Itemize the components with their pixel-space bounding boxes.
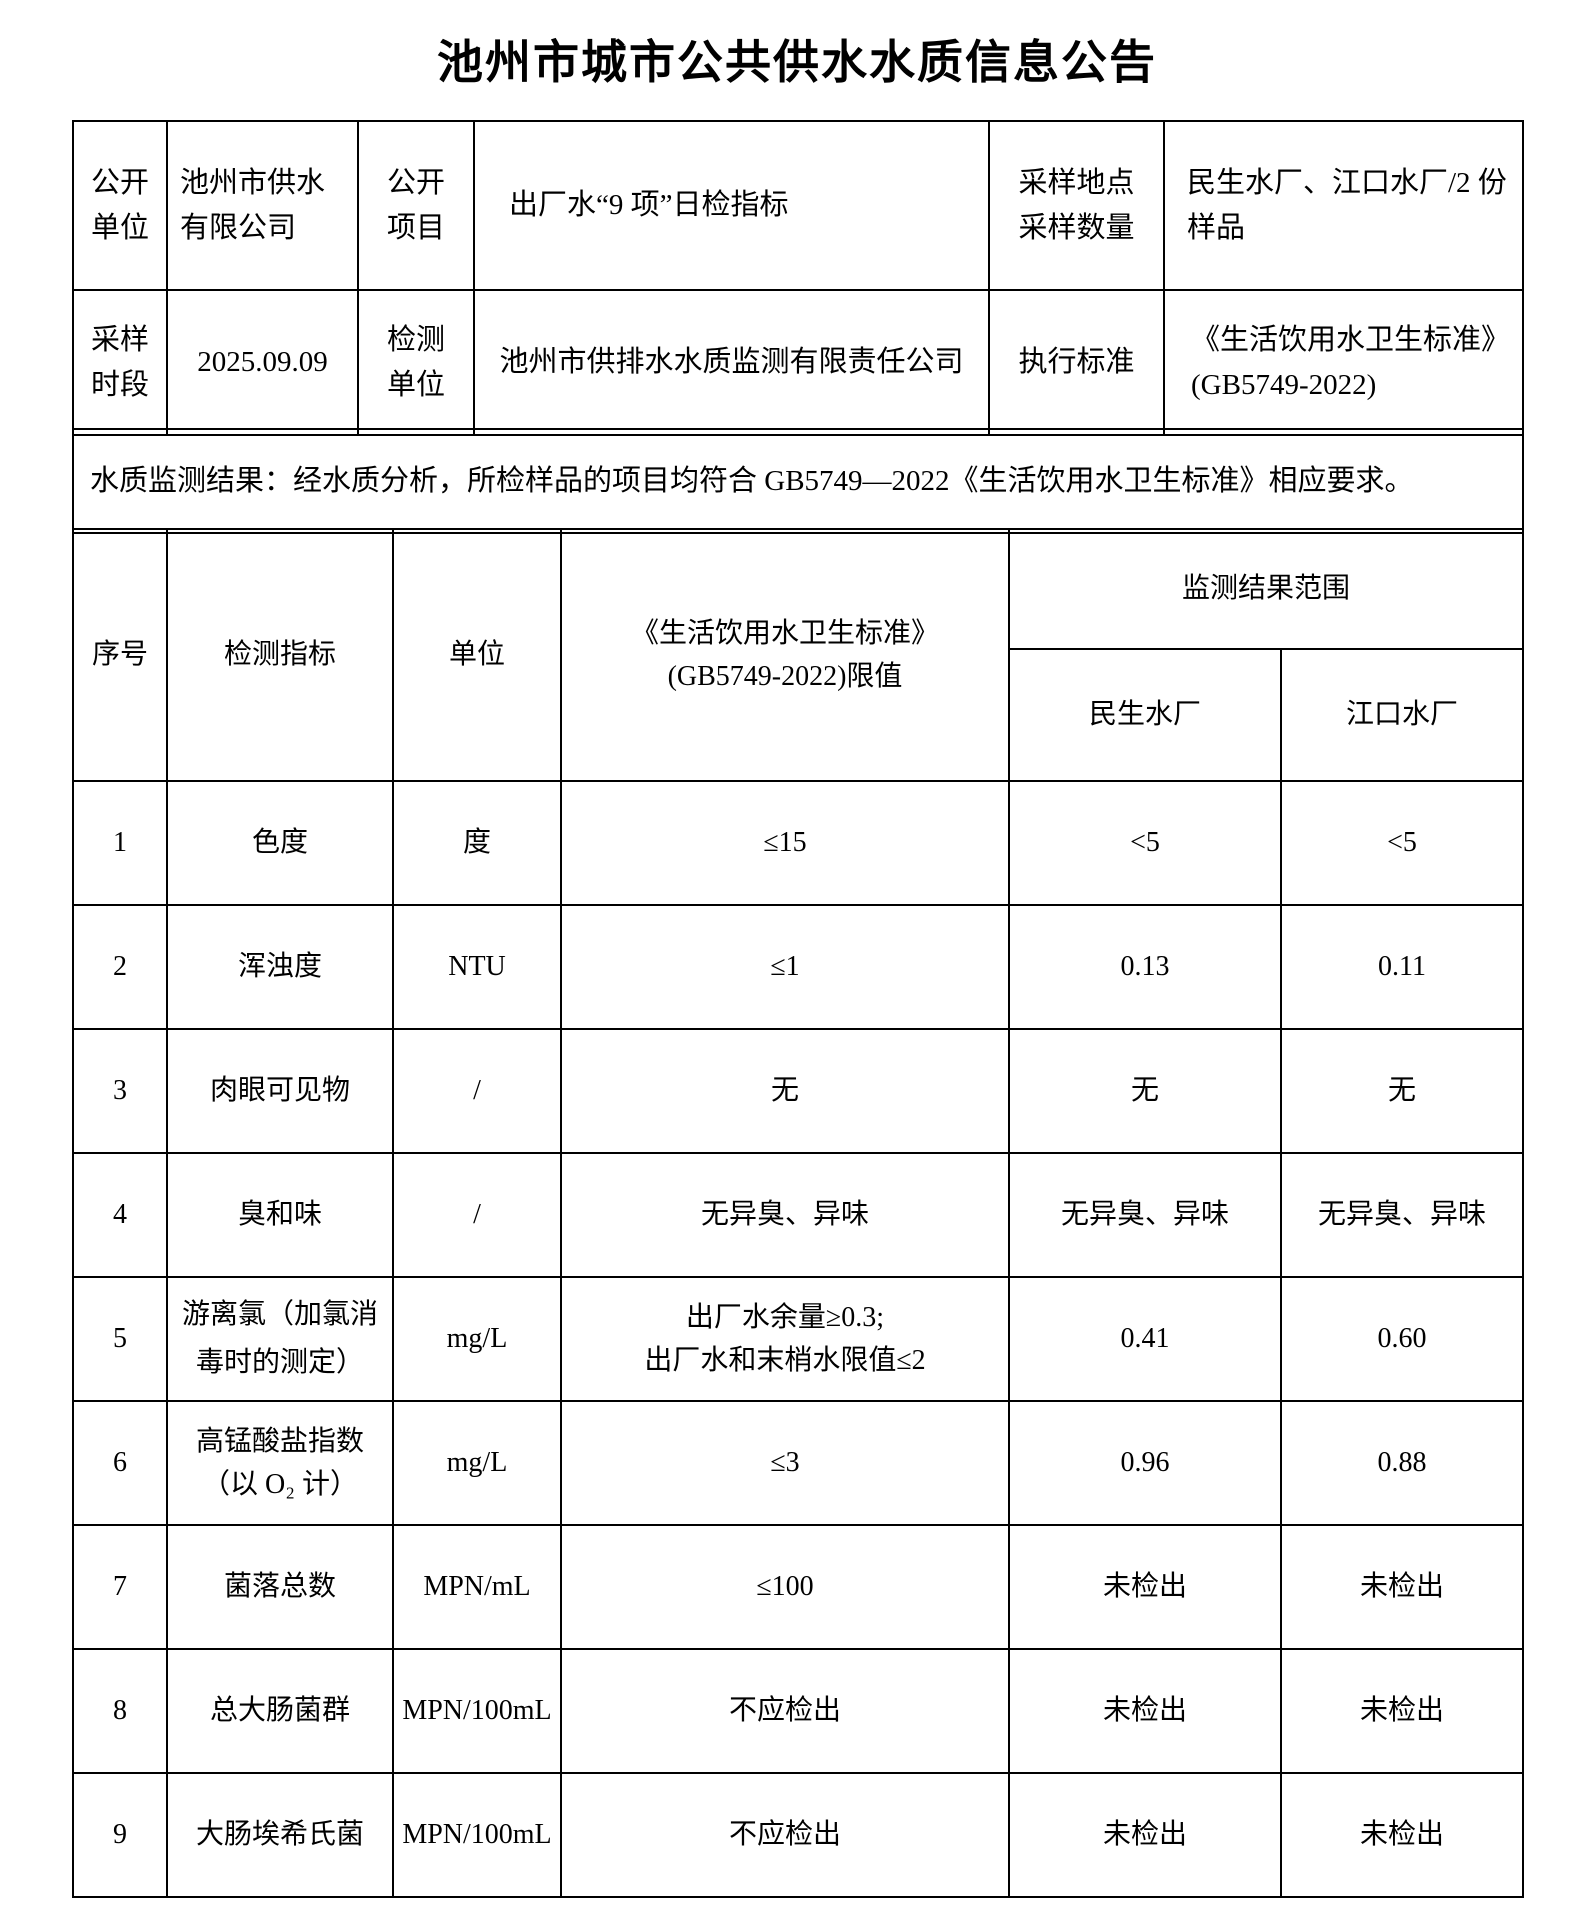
header-seq: 序号: [72, 528, 168, 782]
cell-seq: 5: [72, 1276, 168, 1402]
cell-plant2: 未检出: [1279, 1648, 1525, 1774]
cell-plant1: 0.41: [1008, 1276, 1282, 1402]
table-row: 9 大肠埃希氏菌 MPN/100mL 不应检出 未检出 未检出: [72, 1772, 1525, 1898]
cell-plant1: 0.96: [1008, 1400, 1282, 1526]
cell-limit: ≤1: [560, 904, 1010, 1030]
cell-seq: 8: [72, 1648, 168, 1774]
cell-plant1: 未检出: [1008, 1648, 1282, 1774]
page-title: 池州市城市公共供水水质信息公告: [437, 36, 1157, 88]
cell-plant1: <5: [1008, 780, 1282, 906]
cell-seq: 2: [72, 904, 168, 1030]
standard-label: 执行标准: [988, 289, 1165, 436]
table-row: 6 高锰酸盐指数 （以 O₂ 计） mg/L ≤3 0.96 0.88: [72, 1400, 1525, 1526]
cell-indicator: 肉眼可见物: [166, 1028, 394, 1154]
public-unit-value: 池州市供水 有限公司: [166, 120, 359, 291]
cell-plant1: 无异臭、异味: [1008, 1152, 1282, 1278]
sampling-period-value: 2025.09.09: [166, 289, 359, 436]
header-plant-jiangkou: 江口水厂: [1279, 648, 1525, 782]
cell-plant1: 0.13: [1008, 904, 1282, 1030]
cell-seq: 4: [72, 1152, 168, 1278]
cell-unit: mg/L: [392, 1276, 562, 1402]
cell-limit: 无: [560, 1028, 1010, 1154]
cell-plant1: 未检出: [1008, 1772, 1282, 1898]
cell-limit: 出厂水余量≥0.3; 出厂水和末梢水限值≤2: [560, 1276, 1010, 1402]
sampling-period-label: 采样 时段: [72, 289, 168, 436]
header-unit: 单位: [392, 528, 562, 782]
cell-plant2: 0.11: [1279, 904, 1525, 1030]
table-row: 7 菌落总数 MPN/mL ≤100 未检出 未检出: [72, 1524, 1525, 1650]
cell-unit: /: [392, 1152, 562, 1278]
sampling-site-value: 民生水厂、江口水厂/2 份 样品: [1163, 120, 1524, 291]
cell-indicator: 臭和味: [166, 1152, 394, 1278]
table-row: 1 色度 度 ≤15 <5 <5: [72, 780, 1525, 906]
cell-limit: ≤100: [560, 1524, 1010, 1650]
testing-unit-label: 检测 单位: [357, 289, 475, 436]
cell-seq: 6: [72, 1400, 168, 1526]
table-row: 5 游离氯（加氯消 毒时的测定） mg/L 出厂水余量≥0.3; 出厂水和末梢水…: [72, 1276, 1525, 1402]
results-table: 序号 检测指标 单位 《生活饮用水卫生标准》 (GB5749-2022)限值 监…: [72, 528, 1525, 1898]
cell-seq: 1: [72, 780, 168, 906]
cell-limit: 无异臭、异味: [560, 1152, 1010, 1278]
table-row: 4 臭和味 / 无异臭、异味 无异臭、异味 无异臭、异味: [72, 1152, 1525, 1278]
cell-unit: 度: [392, 780, 562, 906]
cell-unit: MPN/mL: [392, 1524, 562, 1650]
cell-limit: ≤15: [560, 780, 1010, 906]
header-result-range: 监测结果范围: [1007, 528, 1525, 650]
result-note-row: 水质监测结果：经水质分析，所检样品的项目均符合 GB5749—2022《生活饮用…: [72, 428, 1524, 534]
cell-unit: /: [392, 1028, 562, 1154]
sampling-site-label: 采样地点 采样数量: [988, 120, 1165, 291]
cell-plant2: <5: [1279, 780, 1525, 906]
table-row: 2 浑浊度 NTU ≤1 0.13 0.11: [72, 904, 1525, 1030]
cell-plant2: 未检出: [1279, 1524, 1525, 1650]
public-item-value: 出厂水“9 项”日检指标: [473, 120, 990, 291]
cell-seq: 9: [72, 1772, 168, 1898]
header-limit: 《生活饮用水卫生标准》 (GB5749-2022)限值: [560, 528, 1010, 782]
result-note-text: 水质监测结果：经水质分析，所检样品的项目均符合 GB5749—2022《生活饮用…: [72, 428, 1524, 534]
cell-indicator: 高锰酸盐指数 （以 O₂ 计）: [166, 1400, 394, 1526]
cell-indicator: 大肠埃希氏菌: [166, 1772, 394, 1898]
cell-indicator: 总大肠菌群: [166, 1648, 394, 1774]
cell-limit: ≤3: [560, 1400, 1010, 1526]
cell-limit: 不应检出: [560, 1772, 1010, 1898]
cell-plant1: 未检出: [1008, 1524, 1282, 1650]
cell-seq: 7: [72, 1524, 168, 1650]
testing-unit-value: 池州市供排水水质监测有限责任公司: [473, 289, 990, 436]
cell-unit: MPN/100mL: [392, 1648, 562, 1774]
info-table: 公开 单位 池州市供水 有限公司 公开 项目 出厂水“9 项”日检指标 采样地点…: [72, 120, 1524, 436]
cell-plant2: 0.88: [1279, 1400, 1525, 1526]
cell-seq: 3: [72, 1028, 168, 1154]
header-indicator: 检测指标: [166, 528, 394, 782]
cell-unit: NTU: [392, 904, 562, 1030]
table-row: 3 肉眼可见物 / 无 无 无: [72, 1028, 1525, 1154]
cell-unit: MPN/100mL: [392, 1772, 562, 1898]
header-plant-minsheng: 民生水厂: [1008, 648, 1282, 782]
cell-plant2: 无: [1279, 1028, 1525, 1154]
table-row: 8 总大肠菌群 MPN/100mL 不应检出 未检出 未检出: [72, 1648, 1525, 1774]
cell-plant2: 无异臭、异味: [1279, 1152, 1525, 1278]
cell-indicator: 游离氯（加氯消 毒时的测定）: [166, 1276, 394, 1402]
cell-indicator: 色度: [166, 780, 394, 906]
cell-plant2: 未检出: [1279, 1772, 1525, 1898]
public-item-label: 公开 项目: [357, 120, 475, 291]
cell-unit: mg/L: [392, 1400, 562, 1526]
cell-indicator: 浑浊度: [166, 904, 394, 1030]
cell-limit: 不应检出: [560, 1648, 1010, 1774]
standard-value: 《生活饮用水卫生标准》 (GB5749-2022): [1163, 289, 1524, 436]
cell-plant2: 0.60: [1279, 1276, 1525, 1402]
cell-indicator: 菌落总数: [166, 1524, 394, 1650]
public-unit-label: 公开 单位: [72, 120, 168, 291]
cell-plant1: 无: [1008, 1028, 1282, 1154]
